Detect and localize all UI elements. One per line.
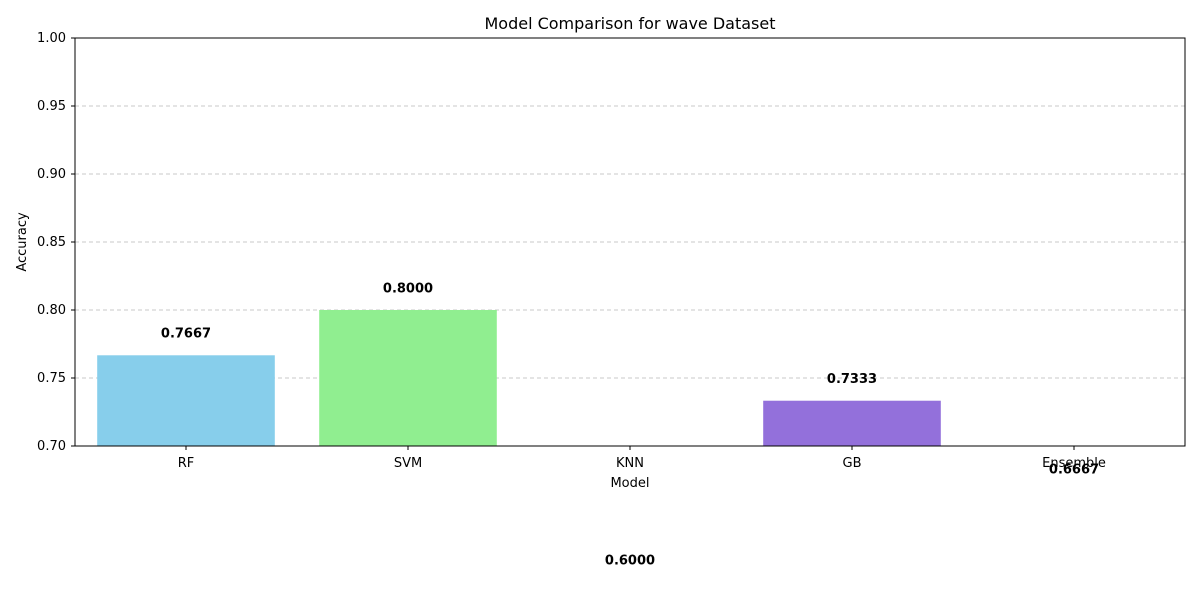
- value-labels: 0.7667 0.8000 0.6000 0.7333 0.6667: [161, 281, 1099, 568]
- y-tick-label: 0.80: [37, 303, 66, 318]
- y-tick-label: 0.70: [37, 439, 66, 454]
- y-tick-label: 0.90: [37, 167, 66, 182]
- bar-rf: [97, 355, 275, 446]
- y-axis: 0.70 0.75 0.80 0.85 0.90 0.95 1.00: [37, 31, 75, 454]
- bars: [97, 310, 941, 446]
- x-tick-label: RF: [178, 456, 195, 471]
- x-tick-label: Ensemble: [1042, 456, 1106, 471]
- y-tick-label: 0.75: [37, 371, 66, 386]
- chart-title: Model Comparison for wave Dataset: [484, 14, 775, 33]
- x-axis-label: Model: [610, 476, 649, 491]
- y-tick-label: 1.00: [37, 31, 66, 46]
- x-tick-label: GB: [843, 456, 862, 471]
- value-label-gb: 0.7333: [827, 372, 877, 387]
- value-label-svm: 0.8000: [383, 281, 433, 296]
- y-tick-label: 0.85: [37, 235, 66, 250]
- y-axis-label: Accuracy: [15, 212, 30, 272]
- x-tick-label: KNN: [616, 456, 644, 471]
- bar-gb: [763, 400, 941, 446]
- bar-svm: [319, 310, 497, 446]
- y-tick-label: 0.95: [37, 99, 66, 114]
- x-axis: RF SVM KNN GB Ensemble: [178, 446, 1106, 471]
- value-label-knn: 0.6000: [605, 553, 655, 568]
- value-label-ensemble: 0.6667: [1049, 463, 1099, 478]
- x-tick-label: SVM: [394, 456, 422, 471]
- value-label-rf: 0.7667: [161, 327, 211, 342]
